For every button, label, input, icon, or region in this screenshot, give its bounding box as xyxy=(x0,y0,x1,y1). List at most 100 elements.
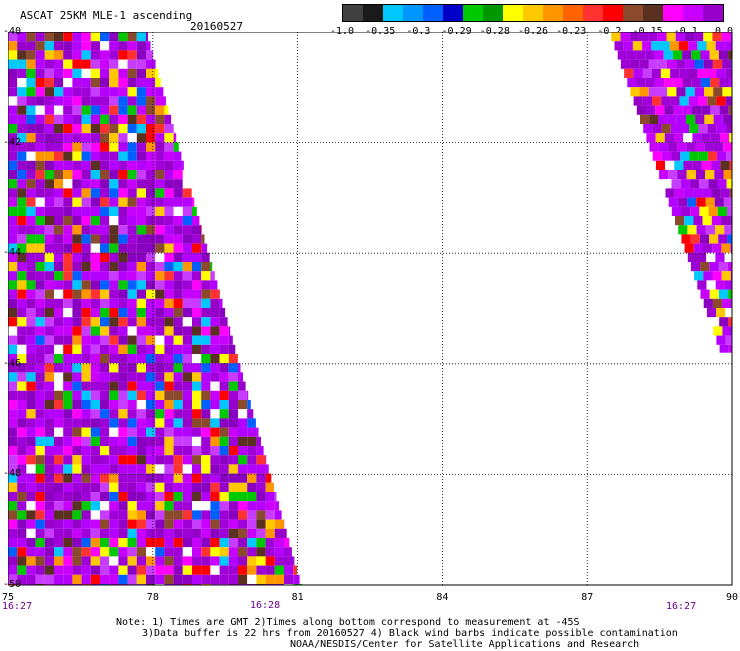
wind-cell xyxy=(36,170,45,179)
wind-cell xyxy=(72,262,81,271)
wind-cell xyxy=(220,446,229,455)
wind-cell xyxy=(192,317,201,326)
wind-cell xyxy=(164,161,173,170)
wind-cell xyxy=(137,198,146,207)
wind-cell xyxy=(54,50,63,59)
wind-cell xyxy=(183,464,192,473)
wind-cell xyxy=(155,96,164,105)
wind-cell xyxy=(146,207,155,216)
wind-cell xyxy=(26,492,35,501)
wind-cell xyxy=(72,170,81,179)
wind-cell xyxy=(8,299,17,308)
wind-cell xyxy=(128,520,137,529)
wind-cell xyxy=(164,179,173,188)
wind-cell xyxy=(192,501,201,510)
wind-cell xyxy=(26,391,35,400)
wind-cell xyxy=(118,575,127,584)
wind-cell xyxy=(662,179,671,188)
wind-cell xyxy=(146,280,155,289)
wind-cell xyxy=(109,216,118,225)
wind-cell xyxy=(698,124,707,133)
wind-cell xyxy=(229,372,238,381)
wind-cell xyxy=(100,207,109,216)
wind-cell xyxy=(698,69,707,78)
wind-cell xyxy=(36,32,45,41)
wind-cell xyxy=(17,317,26,326)
wind-cell xyxy=(100,409,109,418)
wind-cell xyxy=(109,152,118,161)
wind-cell xyxy=(266,492,275,501)
wind-cell xyxy=(640,87,649,96)
wind-cell xyxy=(45,170,54,179)
wind-cell xyxy=(174,372,183,381)
wind-cell xyxy=(45,326,54,335)
wind-cell xyxy=(164,317,173,326)
wind-cell xyxy=(155,446,164,455)
wind-cell xyxy=(36,60,45,69)
wind-cell xyxy=(174,409,183,418)
wind-cell xyxy=(45,566,54,575)
wind-cell xyxy=(201,372,210,381)
wind-cell xyxy=(137,492,146,501)
wind-cell xyxy=(146,326,155,335)
wind-cell xyxy=(8,50,17,59)
wind-cell xyxy=(659,142,668,151)
wind-cell xyxy=(627,78,636,87)
wind-cell xyxy=(174,216,183,225)
wind-cell xyxy=(164,299,173,308)
wind-cell xyxy=(45,142,54,151)
wind-cell xyxy=(91,354,100,363)
wind-cell xyxy=(118,179,127,188)
wind-cell xyxy=(91,363,100,372)
wind-cell xyxy=(674,161,683,170)
wind-cell xyxy=(17,446,26,455)
wind-cell xyxy=(146,271,155,280)
wind-cell xyxy=(164,207,173,216)
wind-cell xyxy=(8,400,17,409)
wind-cell xyxy=(17,336,26,345)
wind-cell xyxy=(128,363,137,372)
wind-cell xyxy=(17,115,26,124)
wind-cell xyxy=(36,382,45,391)
wind-cell xyxy=(72,483,81,492)
wind-cell xyxy=(100,198,109,207)
wind-cell xyxy=(26,161,35,170)
wind-cell xyxy=(183,198,192,207)
wind-cell xyxy=(192,474,201,483)
color-swatch-9 xyxy=(523,5,543,21)
wind-cell xyxy=(100,290,109,299)
wind-cell xyxy=(63,400,72,409)
wind-cell xyxy=(17,161,26,170)
wind-cell xyxy=(146,308,155,317)
wind-cell xyxy=(722,271,731,280)
wind-cell xyxy=(118,152,127,161)
wind-cell xyxy=(45,87,54,96)
wind-cell xyxy=(183,529,192,538)
wind-cell xyxy=(91,483,100,492)
wind-cell xyxy=(678,225,687,234)
wind-cell xyxy=(164,455,173,464)
wind-cell xyxy=(639,32,648,41)
wind-cell xyxy=(72,188,81,197)
wind-cell xyxy=(164,363,173,372)
wind-cell xyxy=(82,69,91,78)
wind-cell xyxy=(683,106,692,115)
wind-cell xyxy=(36,207,45,216)
wind-cell xyxy=(293,575,299,584)
wind-cell xyxy=(229,455,238,464)
wind-cell xyxy=(693,188,702,197)
wind-cell xyxy=(201,566,210,575)
wind-cell xyxy=(238,382,246,391)
wind-cell xyxy=(72,32,81,41)
wind-cell xyxy=(201,299,210,308)
wind-cell xyxy=(100,234,109,243)
wind-cell xyxy=(54,69,63,78)
wind-cell xyxy=(247,566,256,575)
wind-cell xyxy=(164,418,173,427)
wind-cell xyxy=(109,280,118,289)
wind-cell xyxy=(26,501,35,510)
wind-cell xyxy=(72,308,81,317)
wind-cell xyxy=(712,244,721,253)
wind-cell xyxy=(100,188,109,197)
wind-cell xyxy=(238,575,247,584)
